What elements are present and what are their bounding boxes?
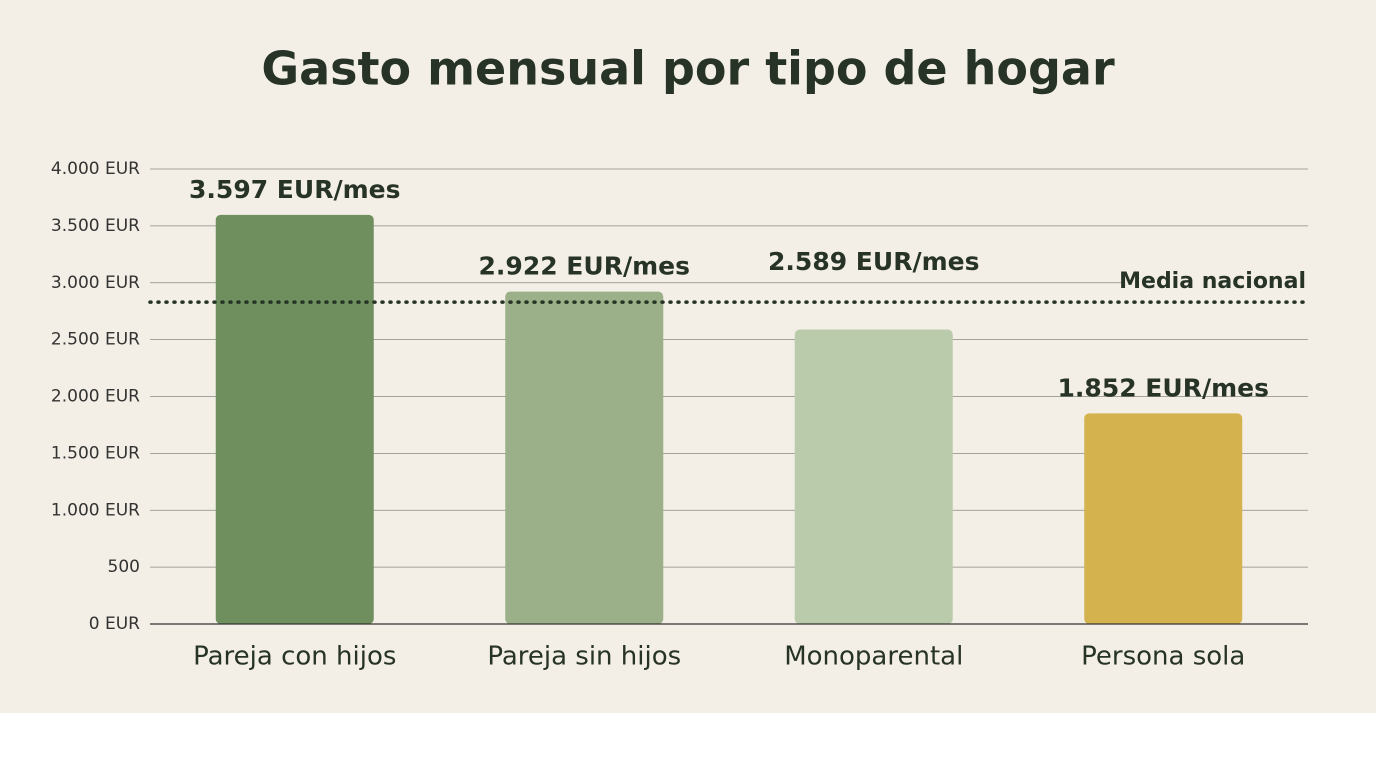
bar	[1084, 413, 1243, 624]
bar	[215, 214, 374, 624]
reference-label: Media nacional	[1119, 269, 1306, 294]
y-tick-label: 1.000 EUR	[51, 500, 140, 520]
value-label: 2.589 EUR/mes	[768, 247, 979, 276]
bar	[794, 329, 953, 624]
y-tick-label: 4.000 EUR	[51, 159, 140, 179]
x-tick-label: Pareja con hijos	[193, 642, 396, 672]
y-tick-label: 500	[108, 557, 140, 577]
y-tick-label: 1.500 EUR	[51, 443, 140, 463]
bar	[505, 291, 664, 624]
value-label: 3.597 EUR/mes	[189, 175, 400, 204]
x-tick-label: Pareja sin hijos	[487, 642, 681, 672]
y-tick-label: 2.000 EUR	[51, 387, 140, 407]
reference-label-bg	[1124, 268, 1308, 297]
y-tick-label: 0 EUR	[89, 614, 140, 634]
y-tick-label: 2.500 EUR	[51, 330, 140, 350]
chart-title: Gasto mensual por tipo de hogar	[261, 42, 1115, 96]
y-tick-label: 3.000 EUR	[51, 273, 140, 293]
y-tick-label: 3.500 EUR	[51, 216, 140, 236]
value-label: 1.852 EUR/mes	[1058, 373, 1269, 402]
x-tick-label: Monoparental	[784, 642, 963, 672]
x-tick-label: Persona sola	[1081, 642, 1245, 672]
value-label: 2.922 EUR/mes	[479, 252, 690, 281]
